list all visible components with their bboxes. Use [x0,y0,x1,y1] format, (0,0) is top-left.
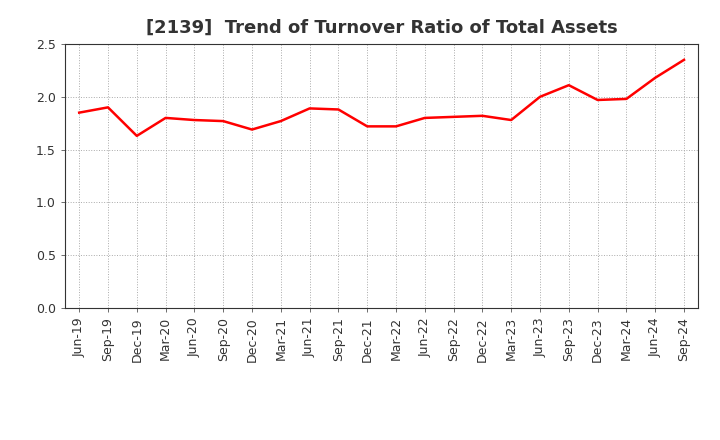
Title: [2139]  Trend of Turnover Ratio of Total Assets: [2139] Trend of Turnover Ratio of Total … [145,19,618,37]
